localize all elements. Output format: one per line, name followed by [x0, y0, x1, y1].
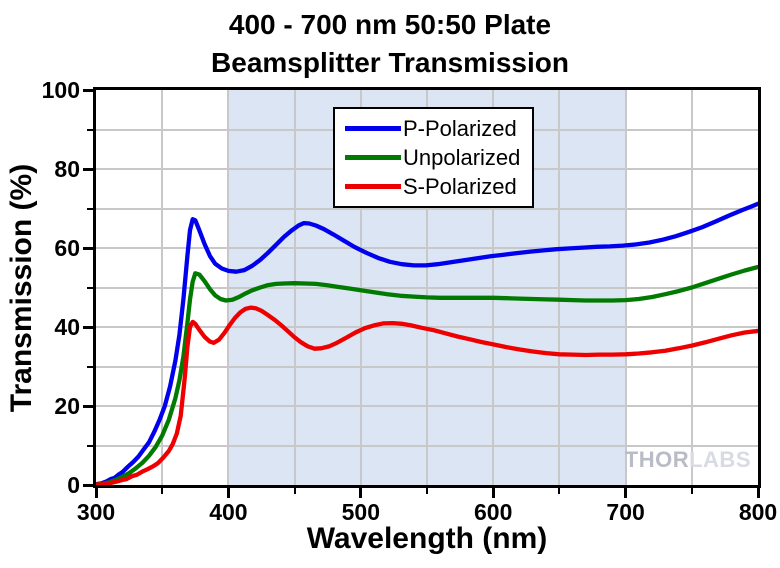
legend: P-Polarized Unpolarized S-Polarized	[333, 107, 535, 208]
y-minor-tick	[87, 286, 93, 289]
chart-title: 400 - 700 nm 50:50 Plate Beamsplitter Tr…	[0, 6, 780, 82]
gridline-horizontal	[96, 405, 758, 407]
transmission-curves	[96, 201, 758, 485]
thorlabs-watermark: THORLABS	[625, 447, 751, 473]
watermark-thor: THOR	[624, 447, 690, 472]
x-major-tick	[756, 488, 760, 498]
y-major-tick	[83, 88, 93, 92]
x-tick-label: 700	[606, 499, 645, 525]
y-minor-tick	[87, 207, 93, 210]
plot-area: 300 400 500 600 700 800 0 20 40 60 80 100 P-Polariz…	[42, 77, 778, 525]
x-tick-label: 800	[738, 499, 778, 525]
x-minor-tick	[293, 488, 296, 494]
y-tick-label: 80	[54, 156, 80, 182]
x-minor-tick	[690, 488, 693, 494]
y-minor-tick	[87, 128, 93, 131]
y-minor-tick	[87, 365, 93, 368]
x-axis-label: Wavelength (nm)	[306, 522, 548, 555]
y-minor-tick	[87, 444, 93, 447]
gridline-horizontal	[96, 444, 758, 447]
curve-unpolarized	[96, 264, 758, 485]
y-axis-label: Transmission (%)	[5, 163, 38, 413]
y-major-tick	[83, 325, 93, 329]
x-major-tick	[491, 488, 495, 498]
y-major-tick	[83, 483, 93, 487]
gridline-horizontal	[96, 286, 758, 289]
y-tick-label: 20	[54, 393, 80, 419]
x-minor-tick	[426, 488, 428, 494]
legend-label: Unpolarized	[403, 144, 521, 170]
y-tick-label: 60	[54, 235, 80, 261]
legend-label: S-Polarized	[403, 173, 517, 199]
x-tick-label: 500	[341, 499, 380, 525]
chart-title-line1: 400 - 700 nm 50:50 Plate	[228, 9, 552, 40]
y-tick-label: 0	[67, 472, 80, 498]
x-major-tick	[624, 488, 628, 498]
legend-entry: Unpolarized	[345, 143, 520, 172]
y-major-tick	[83, 167, 93, 171]
chart-title-line2: Beamsplitter Transmission	[211, 47, 569, 78]
x-tick-label: 300	[76, 499, 116, 525]
legend-entry: S-Polarized	[345, 172, 520, 201]
legend-label: P-Polarized	[403, 115, 517, 141]
y-tick-label: 100	[41, 77, 80, 103]
legend-line-swatch	[345, 184, 401, 189]
gridline-horizontal	[96, 365, 758, 368]
watermark-labs: LABS	[689, 447, 751, 472]
y-major-tick	[83, 246, 93, 250]
x-major-tick	[94, 488, 98, 498]
y-tick-label: 40	[54, 314, 80, 340]
legend-line-swatch	[345, 126, 401, 131]
x-tick-label: 400	[209, 499, 248, 525]
gridline-horizontal	[96, 207, 758, 210]
x-minor-tick	[558, 488, 561, 494]
x-tick-label: 600	[474, 499, 513, 525]
legend-entry: P-Polarized	[345, 114, 520, 143]
x-major-tick	[226, 488, 230, 498]
legend-line-swatch	[345, 155, 401, 160]
gridline-horizontal	[96, 247, 758, 249]
curve-s-polarized	[96, 305, 758, 485]
x-minor-tick	[161, 488, 164, 494]
curve-p-polarized	[96, 201, 758, 485]
y-major-tick	[83, 404, 93, 408]
x-major-tick	[359, 488, 363, 498]
